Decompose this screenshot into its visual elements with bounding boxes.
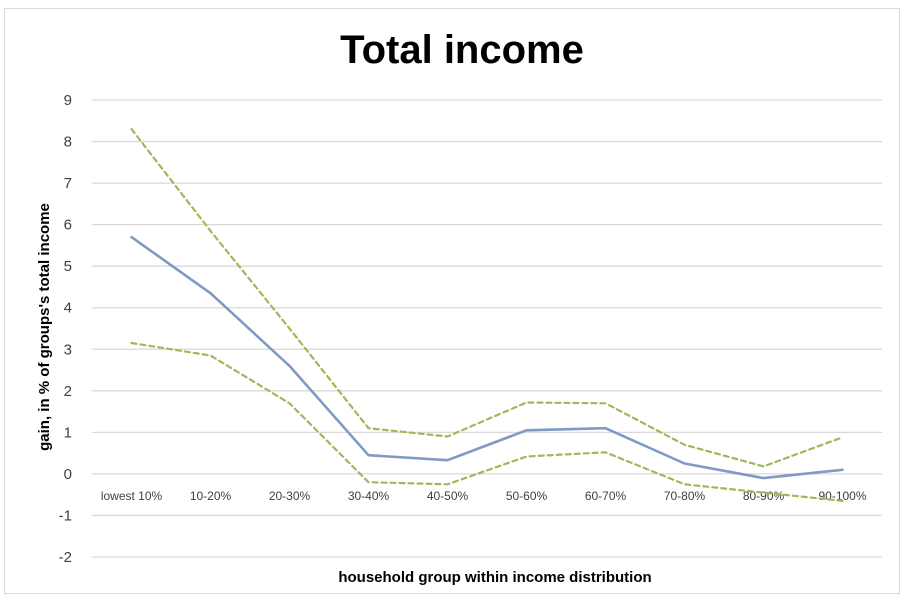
y-tick-label: 2	[64, 383, 72, 400]
series-line-3	[130, 341, 844, 502]
y-axis-label: gain, in % of groups's total income	[36, 203, 53, 451]
y-tick-label: 6	[64, 217, 72, 234]
y-tick-label: 7	[64, 175, 72, 192]
y-tick-label: 5	[64, 258, 72, 275]
y-tick-label: 9	[64, 92, 72, 109]
y-tick-label: 1	[64, 424, 72, 441]
x-tick-label: 60-70%	[585, 489, 627, 503]
gridlines	[92, 99, 882, 558]
x-tick-label: 20-30%	[269, 489, 311, 503]
x-tick-label: 40-50%	[427, 489, 469, 503]
y-tick-label: 8	[64, 134, 72, 151]
y-tick-label: -2	[59, 549, 72, 566]
y-tick-label: -1	[59, 507, 72, 524]
y-tick-label: 3	[64, 341, 72, 358]
y-tick-label: 4	[64, 300, 72, 317]
x-tick-label: lowest 10%	[101, 489, 163, 503]
chart-title: Total income	[340, 28, 584, 72]
x-tick-label: 30-40%	[348, 489, 390, 503]
chart-frame	[4, 8, 900, 594]
y-axis-ticks: -2 -1 0 1 2 3 4 5 6 7 8 9	[59, 92, 72, 566]
x-axis-label: household group within income distributi…	[338, 569, 651, 586]
series-line-2	[130, 128, 844, 468]
x-tick-label: 50-60%	[506, 489, 548, 503]
x-tick-label: 10-20%	[190, 489, 232, 503]
series-line-1	[130, 235, 844, 480]
x-tick-label: 70-80%	[664, 489, 706, 503]
series	[130, 128, 844, 502]
y-tick-label: 0	[64, 466, 72, 483]
